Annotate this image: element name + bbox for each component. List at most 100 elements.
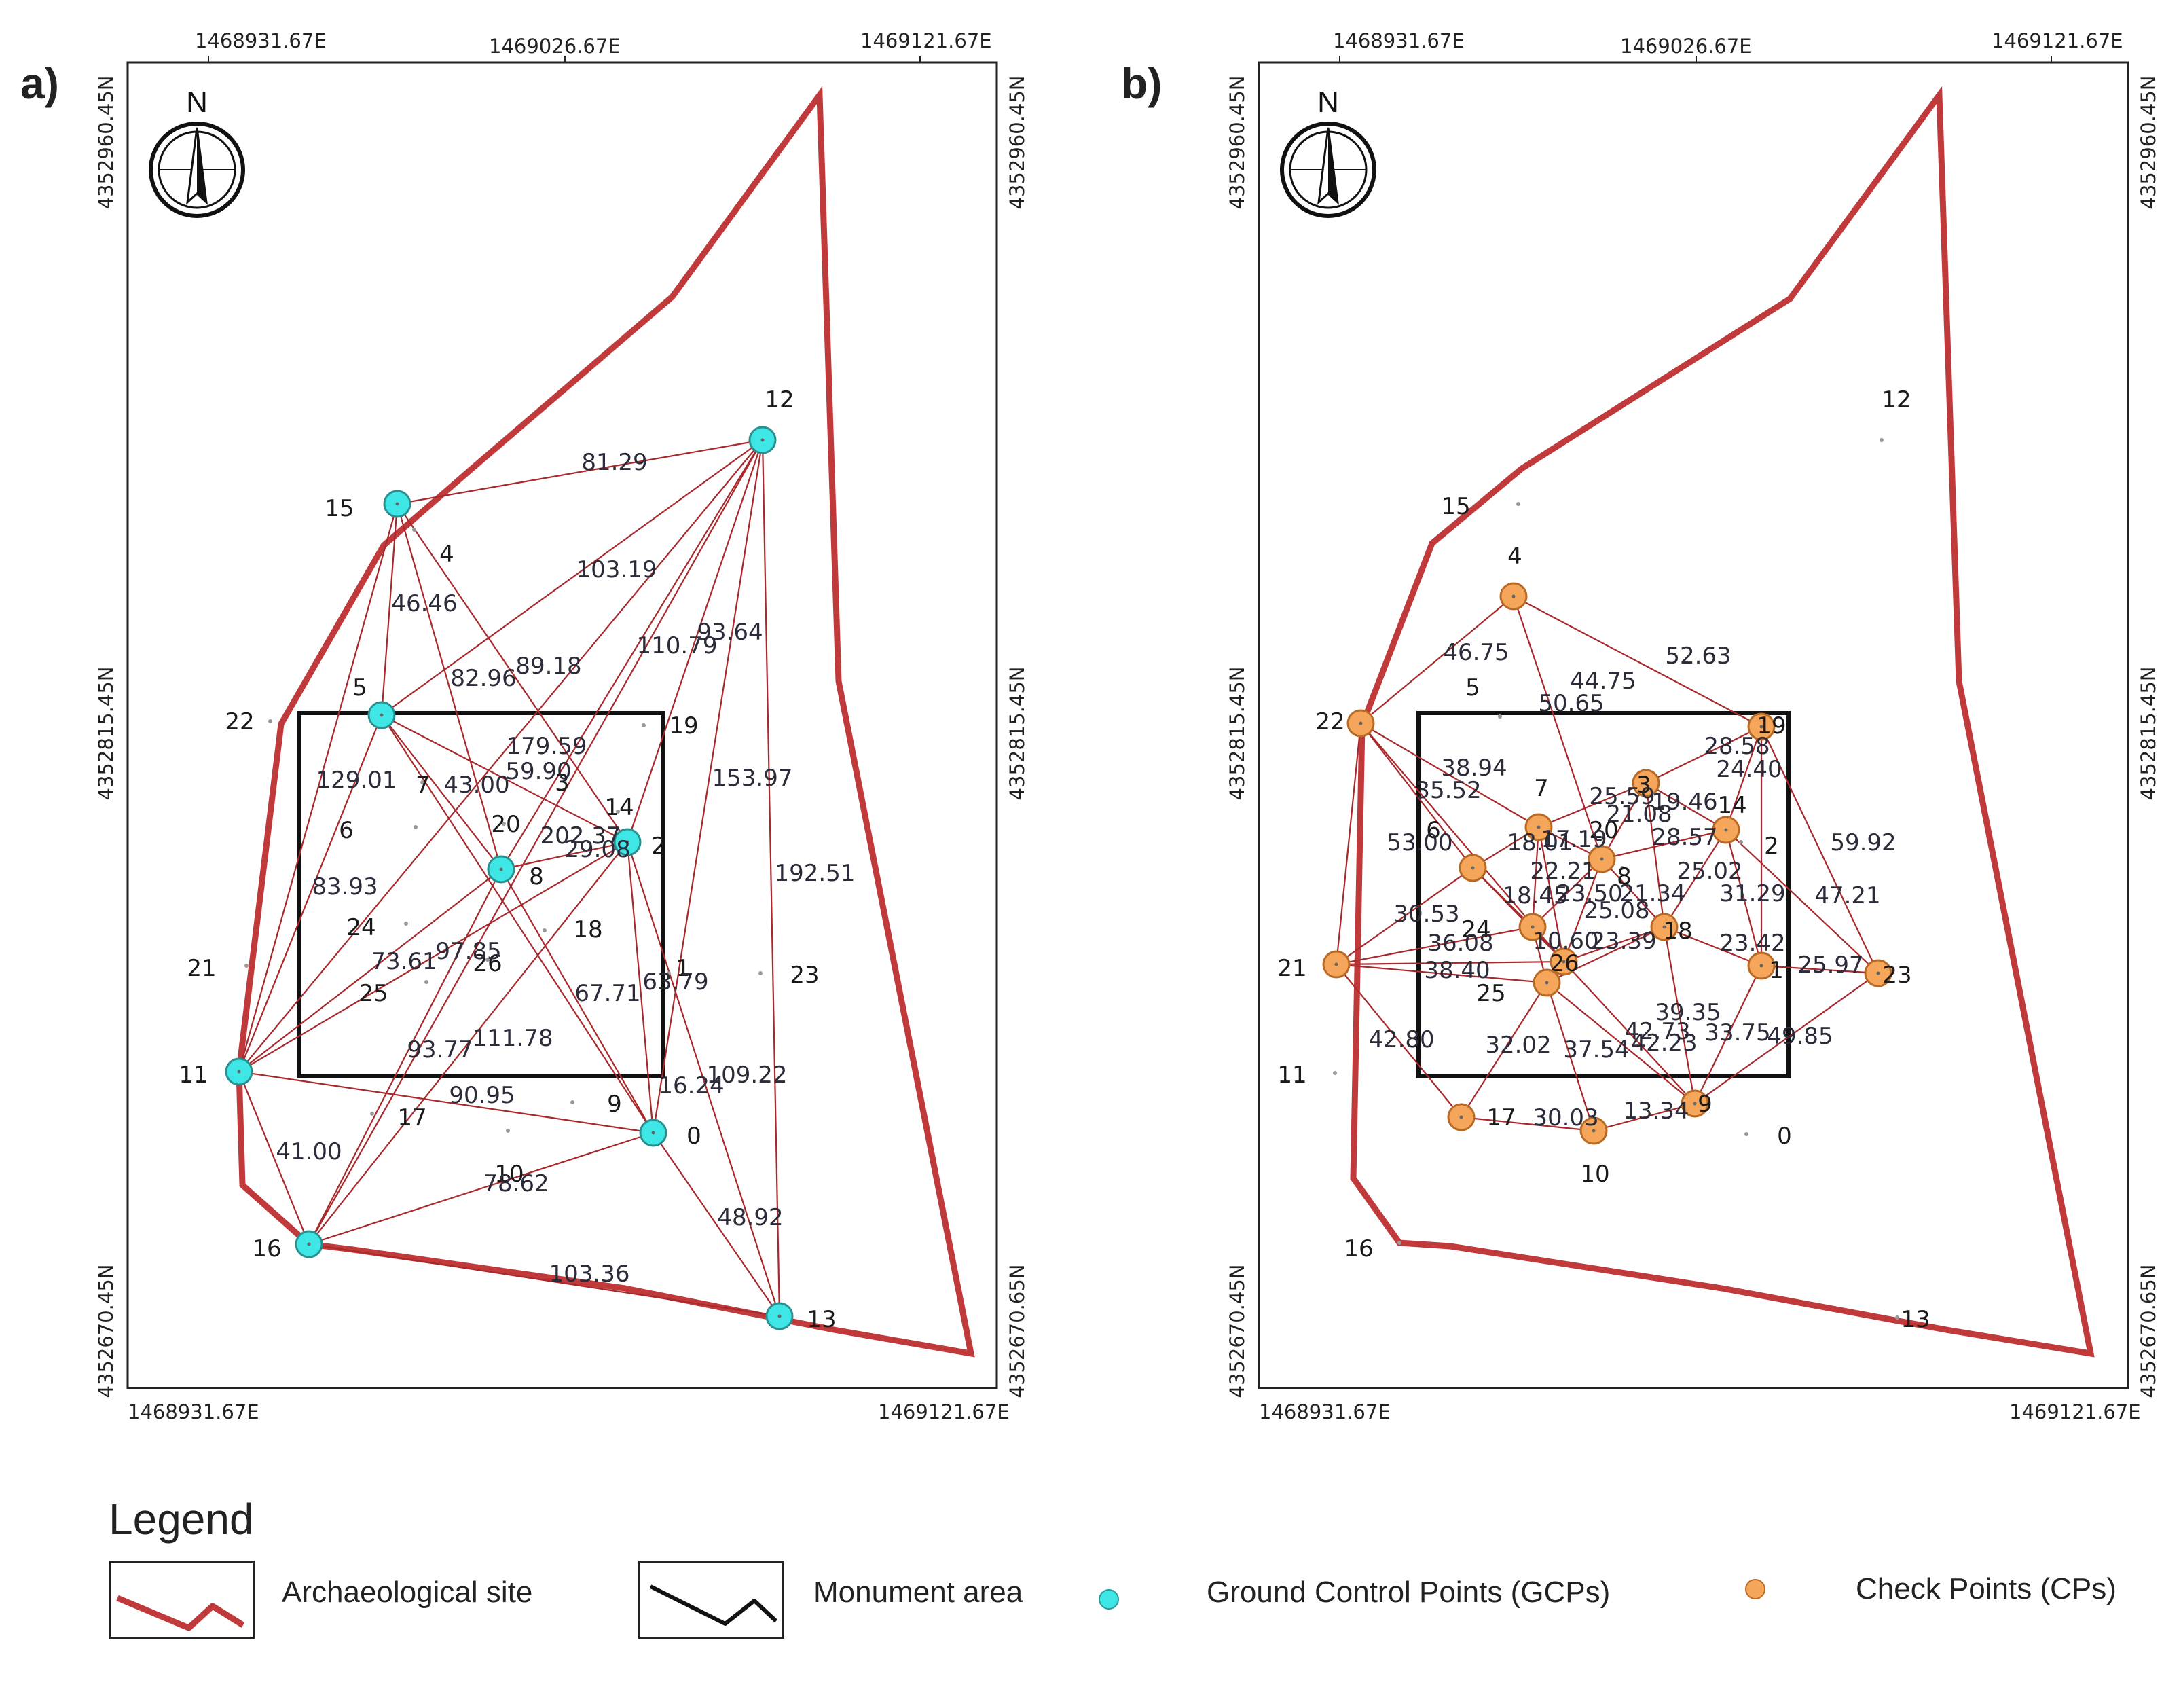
point-label: 22	[1315, 708, 1344, 735]
point-label: 8	[1617, 863, 1632, 890]
distance-label: 42.80	[1368, 1026, 1434, 1053]
map-canvas-a: 1468931.67E 1469026.67E 1469121.67E1468931…	[94, 29, 1029, 1423]
distance-label: 29.08	[564, 836, 630, 863]
distance-label: 109.22	[707, 1061, 788, 1089]
distance-label: 73.61	[371, 948, 437, 975]
point-label: 12	[1882, 386, 1911, 414]
site-line-icon	[116, 1595, 245, 1631]
map-frame	[126, 61, 998, 1389]
distance-label: 30.03	[1533, 1104, 1598, 1131]
inactive-point-marker	[1516, 502, 1520, 506]
network-edge	[761, 439, 781, 1317]
network-edge	[381, 439, 763, 716]
coord-bottom-left: 1468931.67E	[1259, 1400, 1391, 1423]
inactive-point-marker	[642, 723, 646, 727]
distance-label: 25.59	[1589, 783, 1655, 810]
coord-top-right: 1469121.67E	[1992, 29, 2123, 52]
inactive-point-marker	[1895, 1315, 1899, 1320]
point-label: 6	[1426, 817, 1441, 844]
point-label: 22	[225, 708, 254, 735]
distance-label: 16.24	[658, 1072, 724, 1100]
coord-left-top: 4352960.45N	[1226, 76, 1249, 210]
network-edge	[500, 439, 763, 870]
distance-label: 33.75	[1704, 1019, 1770, 1047]
distance-label: 59.92	[1830, 829, 1896, 856]
network-edge	[1663, 926, 1696, 1104]
distance-label: 93.64	[697, 619, 763, 646]
point-label: 12	[765, 386, 794, 414]
panel-label-a: a)	[20, 59, 59, 108]
legend-cp-label: Check Points (CPs)	[1856, 1572, 2116, 1605]
network-edge	[397, 439, 763, 505]
inactive-point-marker	[370, 1112, 374, 1116]
network-edge	[1546, 982, 1696, 1104]
distance-label: 25.97	[1797, 951, 1863, 979]
network-edge	[1761, 726, 1879, 974]
point-label: 19	[1757, 712, 1786, 740]
coord-top-mid: 1469026.67E	[1620, 35, 1752, 58]
legend-monument-swatch	[638, 1561, 784, 1639]
network-edge	[308, 1131, 654, 1246]
distance-label: 93.77	[407, 1036, 473, 1064]
distance-label: 81.29	[581, 449, 647, 476]
distance-label: 39.35	[1655, 999, 1721, 1026]
point-label: 1	[1769, 957, 1784, 984]
archaeological-site-boundary	[1350, 86, 2095, 1358]
distance-label: 25.02	[1676, 858, 1742, 885]
network-edge	[1461, 1116, 1594, 1132]
network-edge	[1601, 782, 1647, 860]
point-label: 25	[1476, 980, 1505, 1007]
network-edge	[1562, 858, 1603, 962]
network-edge	[1513, 596, 1762, 727]
distance-label: 129.01	[316, 767, 397, 794]
network-edge	[396, 503, 502, 870]
coord-right-bottom: 4352670.65N	[2137, 1265, 2160, 1398]
network-edge	[1360, 723, 1539, 828]
network-edge	[238, 869, 502, 1072]
distance-label: 83.93	[312, 873, 378, 901]
distance-label: 18.01	[1507, 829, 1573, 856]
point-label: 24	[1461, 916, 1490, 943]
network-edge	[238, 1070, 654, 1134]
network-edge	[1593, 1102, 1696, 1132]
network-edge	[1761, 964, 1879, 975]
distance-label: 43.00	[443, 771, 509, 799]
point-label: 3	[1636, 771, 1651, 799]
network-edge	[1336, 926, 1533, 966]
coord-bottom-right: 1469121.67E	[878, 1400, 1010, 1423]
distance-label: 32.02	[1485, 1032, 1551, 1059]
archaeological-site-boundary	[236, 86, 975, 1358]
cp-symbol-icon	[1745, 1579, 1765, 1599]
distance-label: 18.45	[1502, 882, 1568, 909]
point-label: 15	[1441, 493, 1470, 520]
network-edge	[1601, 858, 1665, 928]
coord-left-bottom: 4352670.45N	[1226, 1265, 1249, 1398]
distance-label: 82.96	[450, 665, 516, 692]
network-edge	[381, 714, 628, 843]
point-label: 4	[439, 541, 454, 568]
point-label: 20	[1589, 817, 1618, 844]
inactive-point-marker	[570, 1100, 574, 1104]
point-label: 16	[252, 1235, 281, 1262]
coord-top-left: 1468931.67E	[1333, 29, 1465, 52]
point-label: 10	[1580, 1161, 1609, 1188]
point-label: 0	[1777, 1123, 1792, 1150]
inactive-point-marker	[1620, 866, 1624, 870]
inactive-point-marker	[667, 971, 671, 975]
map-panel-b: 1468931.67E 1469026.67E 1469121.67E 1468931…	[1090, 0, 2181, 1426]
distance-label: 153.97	[712, 765, 793, 792]
network-edge	[1664, 926, 1762, 967]
point-label: 23	[790, 962, 819, 989]
point-label: 21	[1277, 955, 1306, 982]
network-edge	[1336, 964, 1462, 1118]
point-label: 17	[397, 1104, 426, 1131]
network-edge	[1694, 973, 1879, 1104]
point-label: 6	[339, 817, 354, 844]
gcp-symbol-icon	[1099, 1589, 1119, 1610]
network-edge	[1725, 726, 1763, 831]
distance-label: 103.36	[549, 1260, 630, 1288]
monument-line-icon	[649, 1584, 778, 1626]
distance-label: 23.42	[1719, 930, 1785, 957]
distance-label: 38.40	[1424, 957, 1490, 984]
network-edge	[1461, 982, 1547, 1118]
